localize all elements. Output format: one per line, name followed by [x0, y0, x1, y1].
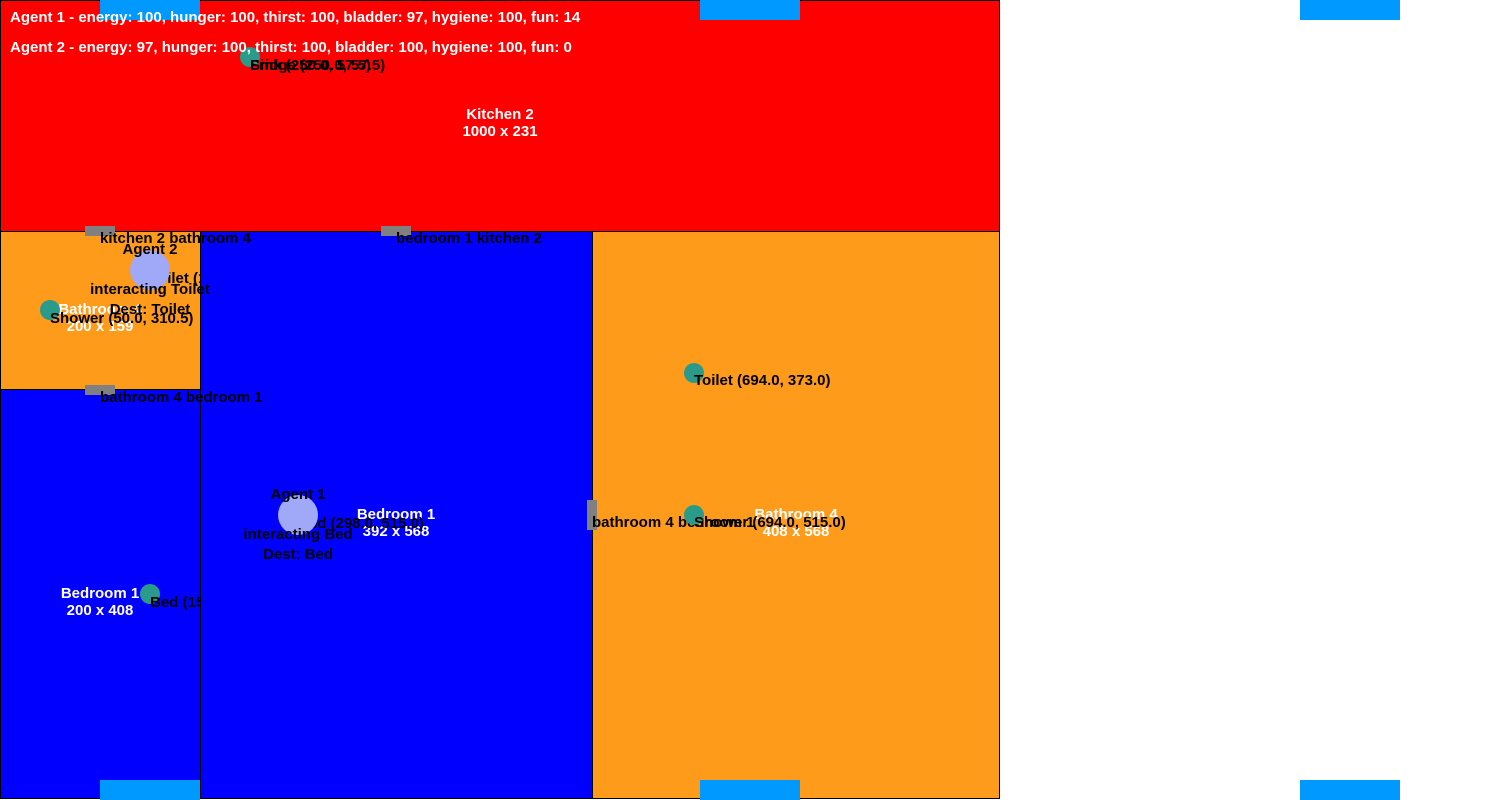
room-name: Bathroom 4: [754, 506, 838, 523]
bed-object-small[interactable]: [140, 584, 160, 604]
portal-top-3: [1300, 0, 1400, 20]
door-kitchen-bathroom[interactable]: [85, 226, 115, 236]
room-size: 200 x 408: [66, 602, 134, 619]
bed-label-small: Bed (150.0, 594.0): [150, 594, 200, 611]
room-kitchen-2: [0, 0, 1000, 232]
fridge-object[interactable]: [240, 47, 260, 67]
room-label-bathroom-big: Bathroom 4 408 x 568: [754, 506, 837, 540]
portal-bottom-3: [1300, 780, 1400, 800]
shower-object-big[interactable]: [684, 505, 704, 525]
fridge-label: Fridge (250.0, 57.5): [250, 57, 386, 74]
portal-top-1: [100, 0, 200, 20]
door-bathroom-bedroom-right[interactable]: [587, 500, 597, 530]
agent-2[interactable]: [130, 250, 170, 290]
door-label-bedroom-kitchen: bedroom 1 kitchen 2: [396, 230, 542, 247]
bed-label-big: Bed (298.0, 515.0): [298, 515, 424, 532]
door-label-bathroom-bedroom-right: bathroom 4 bedroom 1: [592, 514, 755, 531]
portal-bottom-2: [700, 780, 800, 800]
agent-2-state: interacting Toilet: [90, 281, 210, 298]
agent-1[interactable]: [278, 495, 318, 535]
shower-label-small: Shower (50.0, 310.5): [50, 310, 194, 327]
agent-1-dest: Dest: Bed: [262, 546, 334, 563]
room-label-bedroom-big: Bedroom 1 392 x 568: [357, 506, 435, 540]
portal-bottom-1: [100, 780, 200, 800]
room-size: 392 x 568: [362, 523, 430, 540]
agent-1-name: Agent 1: [270, 486, 326, 503]
room-name: Bedroom 1: [60, 585, 140, 602]
room-size: 200 x 159: [66, 318, 134, 335]
toilet-object-big[interactable]: [684, 363, 704, 383]
door-bathroom-bedroom[interactable]: [85, 385, 115, 395]
agent-2-status: Agent 2 - energy: 97, hunger: 100, thirs…: [10, 39, 572, 56]
room-bedroom-big: [200, 231, 593, 799]
agent-1-state: interacting Bed: [243, 526, 353, 543]
shower-label-big: Shower (694.0, 515.0): [694, 514, 846, 531]
sink-label: Sink (250.0, 57.5): [250, 57, 371, 74]
room-name: Bathroom 4: [58, 301, 142, 318]
room-name: Kitchen 2: [466, 106, 534, 123]
room-label-bedroom-small: Bedroom 1 200 x 408: [61, 585, 139, 619]
portal-top-2: [700, 0, 800, 20]
agent-1-status: Agent 1 - energy: 100, hunger: 100, thir…: [10, 9, 581, 26]
room-label-kitchen-2: Kitchen 2 1000 x 231: [462, 106, 537, 140]
door-label-kitchen-bathroom: kitchen 2 bathroom 4: [100, 230, 251, 247]
agent-2-name: Agent 2: [122, 241, 178, 258]
room-bathroom-big: [592, 231, 1000, 799]
room-name: Bedroom 1: [356, 506, 436, 523]
shower-object-small[interactable]: [40, 300, 60, 320]
room-size: 1000 x 231: [462, 123, 538, 140]
toilet-label-big: Toilet (694.0, 373.0): [694, 372, 831, 389]
room-size: 408 x 568: [762, 523, 830, 540]
door-bedroom-kitchen[interactable]: [381, 226, 411, 236]
agent-2-dest: Dest: Toilet: [109, 301, 191, 318]
room-label-bathroom-small: Bathroom 4 200 x 159: [58, 301, 141, 335]
door-label-bathroom-bedroom: bathroom 4 bedroom 1: [100, 389, 263, 406]
room-bathroom-small: [0, 231, 201, 390]
